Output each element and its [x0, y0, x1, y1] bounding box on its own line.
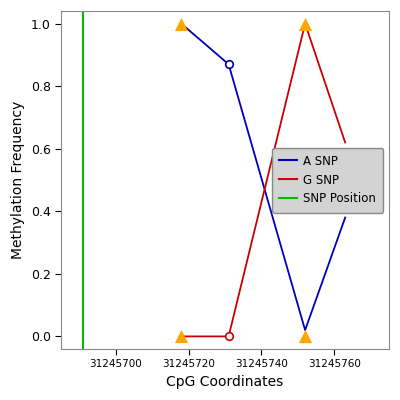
Point — [178, 20, 184, 27]
X-axis label: CpG Coordinates: CpG Coordinates — [166, 375, 284, 389]
Point — [226, 333, 232, 340]
Point — [302, 20, 308, 27]
Point — [226, 61, 232, 68]
Legend: A SNP, G SNP, SNP Position: A SNP, G SNP, SNP Position — [272, 148, 383, 212]
Point — [178, 333, 184, 340]
Y-axis label: Methylation Frequency: Methylation Frequency — [11, 101, 25, 259]
Point — [302, 333, 308, 340]
